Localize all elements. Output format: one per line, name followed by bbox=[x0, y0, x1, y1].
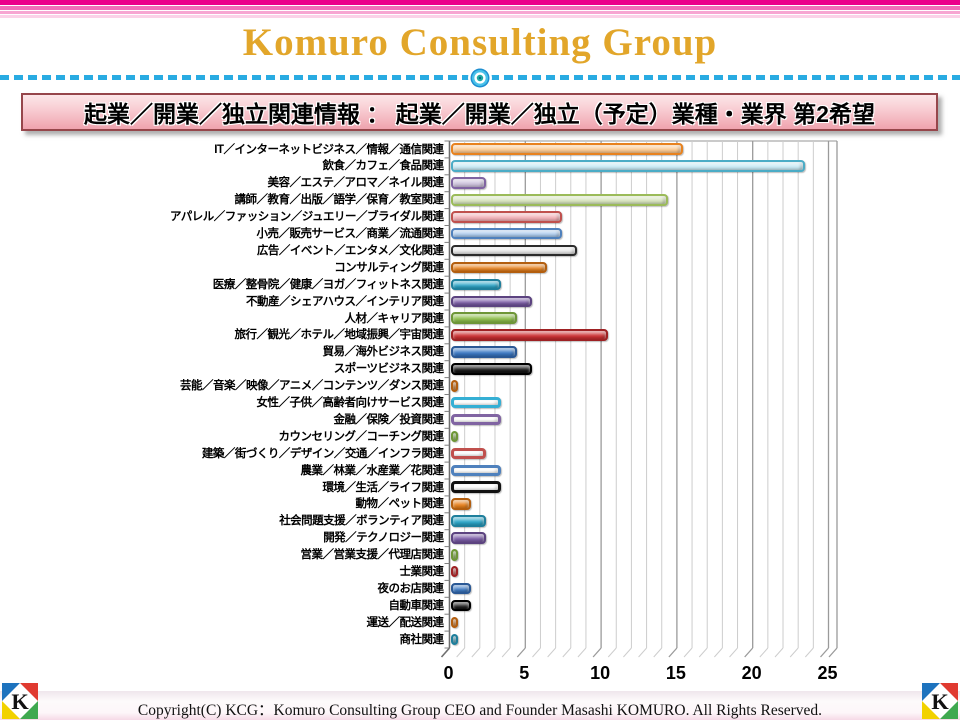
x-axis-tick-label: 10 bbox=[590, 663, 611, 683]
category-label: 貿易／海外ビジネス関連 bbox=[322, 346, 444, 359]
copyright-text: Copyright(C) KCG：Komuro Consulting Group… bbox=[137, 702, 823, 719]
bar bbox=[451, 194, 669, 206]
bar bbox=[451, 582, 472, 595]
bar bbox=[451, 633, 458, 645]
category-label: 女性／子供／高齢者向けサービス関連 bbox=[256, 397, 444, 409]
bar bbox=[451, 227, 563, 240]
category-label: 美容／エステ／アロマ／ネイル関連 bbox=[267, 177, 444, 190]
page-title: Komuro Consulting Group bbox=[242, 21, 718, 64]
x-axis-tick-label: 15 bbox=[665, 663, 686, 683]
category-label: 芸能／音楽／映像／アニメ／コンテンツ／ダンス関連 bbox=[179, 380, 444, 393]
bar bbox=[451, 363, 532, 375]
category-label: 人材／キャリア関連 bbox=[344, 312, 444, 325]
x-axis-tick-label: 20 bbox=[741, 663, 762, 683]
bar bbox=[451, 515, 487, 527]
x-axis-tick-label: 5 bbox=[519, 663, 530, 683]
bar bbox=[451, 498, 472, 510]
section-header-banner: 起業／開業／独立関連情報 ： 起業／開業／独立（予定）業種・業界 第2希望 bbox=[21, 93, 938, 131]
bar bbox=[451, 549, 458, 561]
bar bbox=[451, 413, 502, 426]
bar bbox=[451, 380, 458, 392]
category-label: 金融／保険／投資関連 bbox=[333, 413, 444, 426]
category-label: 夜のお店関連 bbox=[377, 582, 444, 595]
category-label: 飲食／カフェ／食品関連 bbox=[322, 160, 444, 173]
bar bbox=[451, 616, 458, 629]
category-label: 旅行／観光／ホテル／地域振興／宇宙関連 bbox=[234, 329, 444, 342]
bar bbox=[451, 532, 487, 544]
category-label: 自動車関連 bbox=[388, 599, 444, 612]
bar bbox=[451, 177, 487, 189]
x-axis-tick-label: 0 bbox=[443, 663, 454, 683]
bar bbox=[451, 481, 502, 493]
bar bbox=[451, 346, 517, 358]
category-label: 運送／配送関連 bbox=[366, 616, 444, 629]
bar bbox=[451, 295, 532, 307]
bar bbox=[451, 329, 608, 341]
svg-text:K: K bbox=[11, 689, 29, 714]
bar bbox=[451, 430, 458, 443]
top-stripe-2 bbox=[0, 6, 960, 10]
bar bbox=[451, 565, 458, 578]
kcg-logo-icon: K bbox=[2, 683, 38, 719]
bar bbox=[451, 464, 502, 476]
category-label: スポーツビジネス関連 bbox=[333, 363, 444, 376]
bar bbox=[451, 261, 547, 274]
bar bbox=[451, 312, 517, 324]
svg-text:K: K bbox=[931, 689, 949, 714]
bar bbox=[451, 278, 502, 291]
bar bbox=[451, 396, 502, 409]
category-label: 営業／営業支援／代理店関連 bbox=[300, 549, 444, 562]
bar bbox=[451, 211, 563, 223]
bar bbox=[451, 143, 684, 155]
category-label: 講師／教育／出版／語学／保育／教室関連 bbox=[234, 194, 444, 207]
category-label: 社会問題支援／ボランティア関連 bbox=[279, 515, 444, 528]
category-label: 建築／街づくり／デザイン／交通／インフラ関連 bbox=[201, 447, 444, 460]
bar bbox=[451, 447, 487, 460]
category-label: 農業／林業／水産業／花関連 bbox=[300, 464, 444, 477]
category-label: アパレル／ファッション／ジュエリー／ブライダル関連 bbox=[169, 211, 444, 224]
category-label: 環境／生活／ライフ関連 bbox=[322, 481, 444, 494]
category-label: カウンセリング／コーチング関連 bbox=[278, 430, 444, 443]
category-label: コンサルティング関連 bbox=[334, 261, 444, 274]
bar bbox=[451, 599, 472, 612]
top-stripe-1 bbox=[0, 0, 960, 5]
category-label: 士業関連 bbox=[399, 566, 444, 578]
section-header-text: 起業／開業／独立関連情報 ： 起業／開業／独立（予定）業種・業界 第2希望 bbox=[84, 101, 875, 127]
x-axis-tick-label: 25 bbox=[817, 663, 838, 683]
category-label: 小売／販売サービス／商業／流通関連 bbox=[256, 228, 444, 240]
category-label: 商社関連 bbox=[399, 633, 444, 646]
category-label: IT／インターネットビジネス／情報／通信関連 bbox=[214, 143, 444, 156]
top-stripe-3 bbox=[0, 11, 960, 14]
bar bbox=[451, 244, 578, 257]
category-label: 広告／イベント／エンタメ／文化関連 bbox=[256, 244, 444, 257]
category-label: 動物／ペット関連 bbox=[355, 498, 444, 511]
footer-band bbox=[0, 691, 960, 720]
category-label: 不動産／シェアハウス／インテリア関連 bbox=[245, 295, 444, 308]
bar bbox=[451, 160, 805, 172]
category-label: 開発／テクノロジー関連 bbox=[323, 532, 444, 545]
category-label: 医療／整骨院／健康／ヨガ／フィットネス関連 bbox=[212, 278, 444, 291]
target-emblem-icon bbox=[468, 66, 492, 90]
top-stripe-4 bbox=[0, 15, 960, 18]
kcg-logo-icon: K bbox=[922, 683, 958, 719]
